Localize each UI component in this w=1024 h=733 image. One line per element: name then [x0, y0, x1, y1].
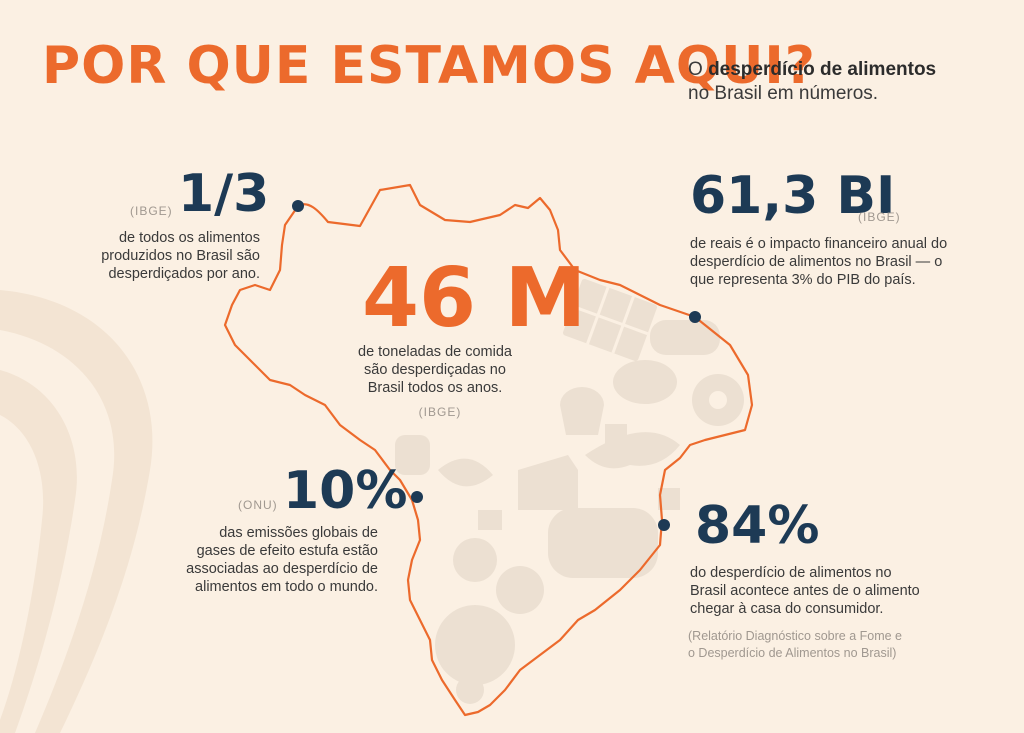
sixty-one-description: de reais é o impacto financeiro anual do…: [690, 235, 990, 289]
chocolate-bar-icon: [562, 278, 658, 362]
subtitle-line-1: O desperdício de alimentos: [688, 58, 936, 82]
one-third-description: de todos os alimentos produzidos no Bras…: [60, 229, 260, 283]
subtitle-lead: O: [688, 59, 709, 80]
title-part-2: ESTAMOS AQUI?: [330, 36, 816, 96]
subtitle-line-2: no Brasil em números.: [688, 83, 879, 104]
eighty-four-source: (Relatório Diagnóstico sobre a Fome e o …: [688, 628, 902, 662]
forty-six-line-3: Brasil todos os anos.: [367, 380, 503, 396]
forty-six-description: de toneladas de comida são desperdiçadas…: [330, 343, 540, 397]
food-silhouettes: [395, 278, 744, 704]
eighty-four-line-1: do desperdício de alimentos no: [690, 565, 892, 581]
ten-percent-line-3: associadas ao desperdício de: [186, 561, 378, 577]
eighty-four-value: 84%: [695, 496, 820, 556]
one-third-source: (IBGE): [130, 204, 173, 218]
cookie-icon: [496, 566, 544, 614]
forty-six-source: (IBGE): [418, 405, 462, 419]
ten-percent-source: (ONU): [238, 498, 278, 512]
sixty-one-line-3: que representa 3% do PIB do país.: [690, 272, 916, 288]
eighty-four-marker: [658, 519, 670, 531]
leaf-icon: [438, 458, 493, 487]
sixty-one-value: 61,3 BI: [690, 166, 896, 226]
one-third-line-2: produzidos no Brasil são: [101, 248, 260, 264]
eighty-four-line-2: Brasil acontece antes de o alimento: [690, 583, 920, 599]
pizza-icon: [453, 538, 497, 582]
eighty-four-description: do desperdício de alimentos no Brasil ac…: [690, 564, 970, 618]
bread-loaf-icon: [650, 320, 720, 355]
star-pie-icon: [435, 605, 515, 685]
eighty-four-line-3: chegar à casa do consumidor.: [690, 601, 884, 617]
forty-six-value: 46 M: [362, 251, 587, 346]
eighty-four-source-line-2: o Desperdício de Alimentos no Brasil): [688, 646, 897, 660]
sixty-one-marker: [689, 311, 701, 323]
sixty-one-source: (IBGE): [858, 210, 901, 224]
ten-percent-line-1: das emissões globais de: [219, 525, 378, 541]
one-third-marker: [292, 200, 304, 212]
ten-percent-marker: [411, 491, 423, 503]
one-third-line-1: de todos os alimentos: [118, 230, 260, 246]
page-subtitle: O desperdício de alimentos no Brasil em …: [688, 58, 936, 106]
ten-percent-description: das emissões globais de gases de efeito …: [170, 524, 378, 596]
cake-icon: [548, 508, 658, 578]
one-third-value: 1/3: [178, 164, 270, 224]
small-bread-icon: [456, 676, 484, 704]
page-title: POR QUE ESTAMOS AQUI?: [42, 40, 816, 92]
bun-icon: [613, 360, 677, 404]
eighty-four-source-line-1: (Relatório Diagnóstico sobre a Fome e: [688, 629, 902, 643]
cheese-cube-icon: [605, 424, 627, 444]
small-cake-icon: [658, 488, 680, 510]
ten-percent-line-4: alimentos em todo o mundo.: [195, 579, 378, 595]
title-part-1: POR QUE: [42, 36, 331, 96]
sixty-one-line-1: de reais é o impacto financeiro anual do: [690, 236, 948, 252]
cake-slice-icon: [518, 455, 578, 510]
ten-percent-line-2: gases de efeito estufa estão: [196, 543, 378, 559]
roll-icon: [395, 435, 430, 475]
muffin-icon: [560, 387, 604, 435]
croissant-icon: [585, 432, 680, 469]
brazil-outline: [223, 183, 754, 717]
forty-six-line-1: de toneladas de comida: [358, 344, 512, 360]
sushi-icon: [478, 510, 502, 530]
ten-percent-value: 10%: [283, 461, 408, 521]
forty-six-line-2: são desperdiçadas no: [364, 362, 506, 378]
subtitle-bold: desperdício de alimentos: [708, 59, 937, 80]
one-third-line-3: desperdiçados por ano.: [108, 266, 260, 282]
sixty-one-line-2: desperdício de alimentos no Brasil — o: [690, 254, 943, 270]
